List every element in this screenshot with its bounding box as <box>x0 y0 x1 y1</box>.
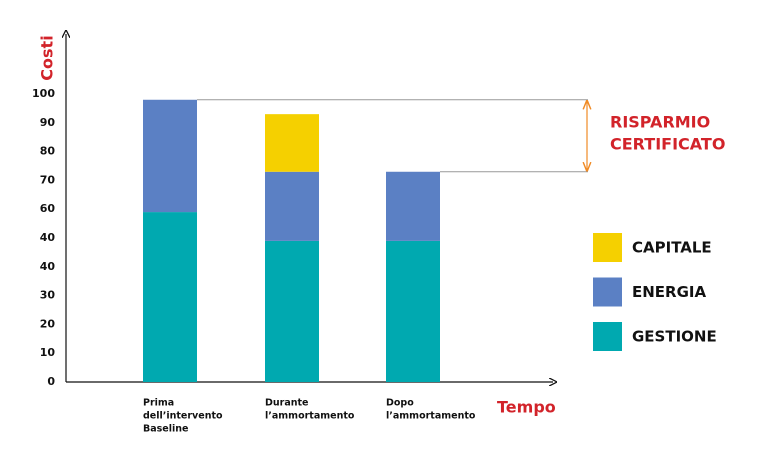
y-tick-label: 100 <box>32 87 55 100</box>
bar-segment <box>265 114 319 172</box>
y-tick-label: 80 <box>40 145 56 158</box>
x-tick-label: dell’intervento <box>143 411 223 422</box>
legend-label: GESTIONE <box>632 328 717 346</box>
bar-segment <box>265 240 319 382</box>
x-tick-label: Durante <box>265 398 309 409</box>
annotation: CERTIFICATO <box>610 135 725 154</box>
x-tick-label: Dopo <box>386 398 414 409</box>
y-tick-label: 20 <box>40 317 56 330</box>
bar-segment <box>265 171 319 241</box>
legend-swatch <box>593 233 622 262</box>
bar-segment <box>386 171 440 241</box>
bar-segment <box>386 240 440 382</box>
y-tick-label: 60 <box>40 202 56 215</box>
bar-segment <box>143 212 197 382</box>
annotation: RISPARMIO <box>610 113 710 132</box>
y-tick-label: 0 <box>47 375 55 388</box>
y-tick-label: 90 <box>40 116 56 129</box>
x-axis-title: Tempo <box>497 398 556 417</box>
legend-swatch <box>593 277 622 307</box>
y-tick-label: 40 <box>40 231 56 244</box>
bar-segment <box>143 99 197 213</box>
y-axis-title: Costi <box>38 35 57 80</box>
x-tick-label: l’ammortamento <box>386 411 476 422</box>
x-tick-label: l’ammortamento <box>265 411 355 422</box>
legend-label: ENERGIA <box>632 283 706 301</box>
y-tick-label: 30 <box>40 289 56 302</box>
x-tick-label: Baseline <box>143 424 188 435</box>
y-tick-label: 40 <box>40 260 56 273</box>
y-tick-label: 10 <box>40 346 56 359</box>
legend-label: CAPITALE <box>632 239 712 257</box>
y-tick-label: 70 <box>40 173 56 186</box>
x-tick-label: Prima <box>143 398 174 409</box>
legend-swatch <box>593 322 622 351</box>
